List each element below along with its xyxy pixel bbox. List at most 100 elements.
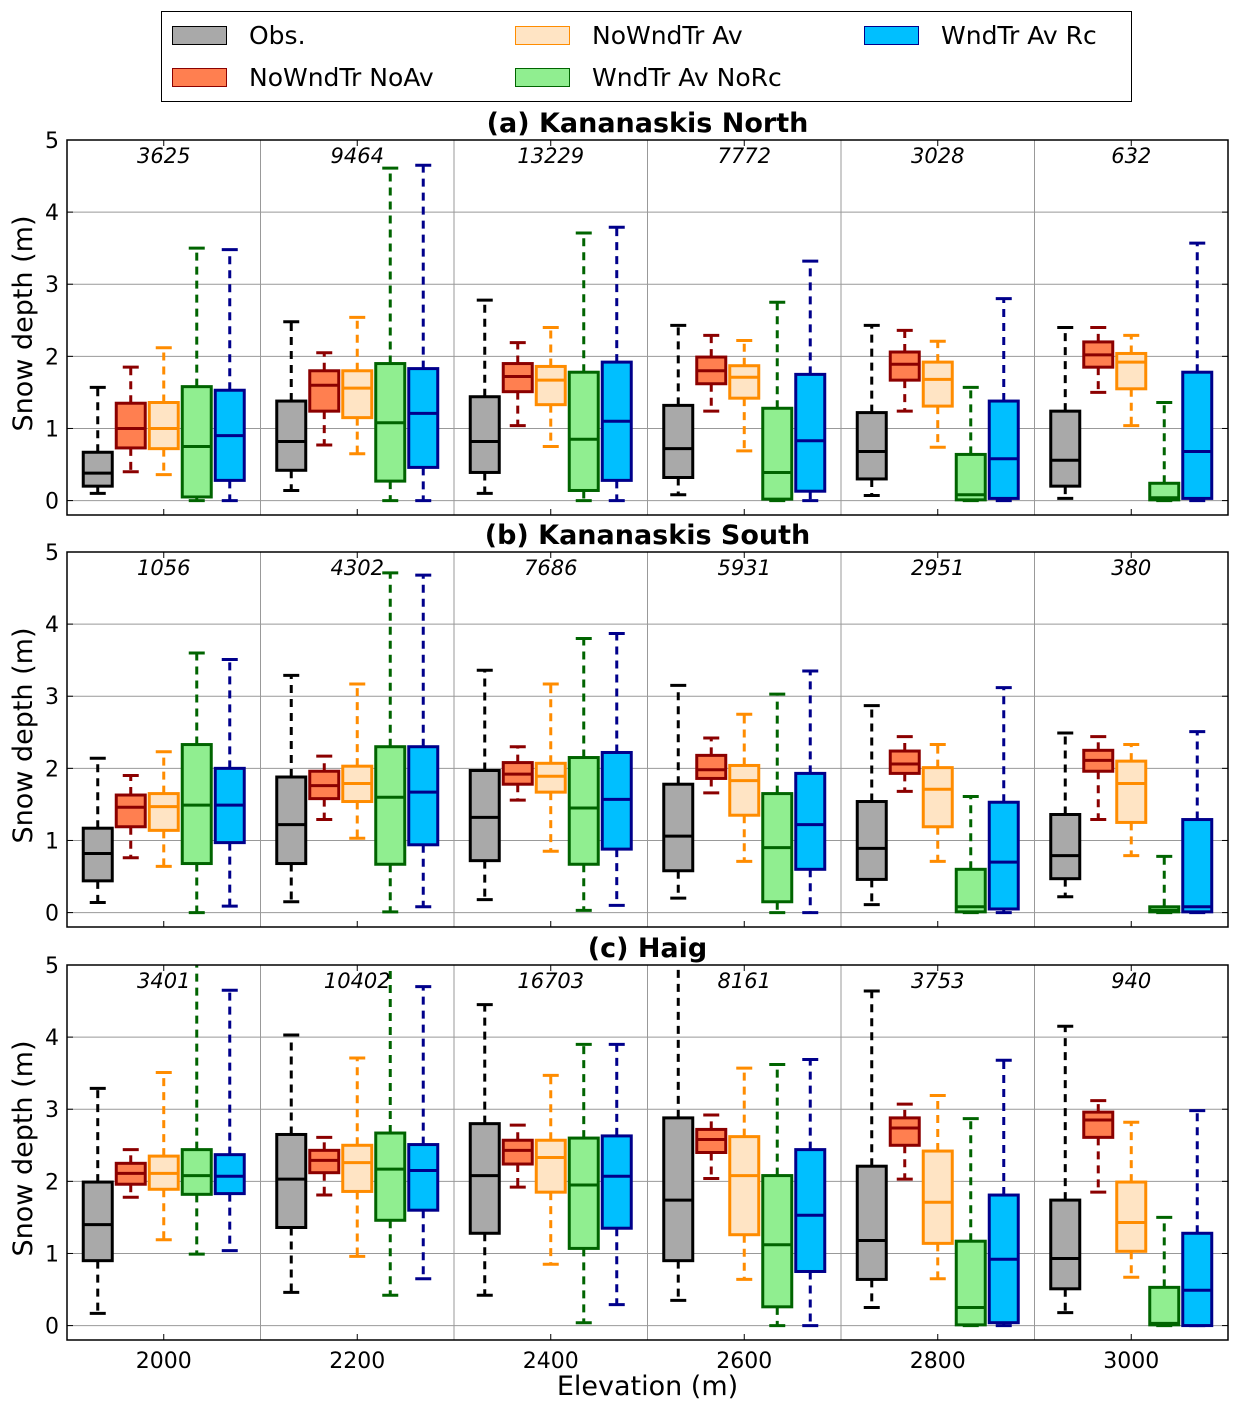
box [761, 406, 794, 501]
box [341, 1143, 374, 1193]
sample-count-label: 5931 [718, 556, 771, 580]
box [1181, 370, 1214, 500]
box [888, 749, 921, 775]
y-tick-label: 3 [45, 685, 59, 710]
box [761, 1174, 794, 1309]
legend-item-nowndtr-av: NoWndTr Av [515, 21, 743, 50]
legend-swatch-wndtr-av-rc [864, 26, 919, 45]
box [1049, 409, 1082, 488]
box [468, 769, 501, 863]
box [662, 403, 695, 479]
box [275, 399, 308, 472]
boxes-group [81, 163, 1214, 503]
sample-count-label: 4302 [331, 556, 384, 580]
legend-item-wndtr-av-norc: WndTr Av NoRc [515, 63, 782, 92]
y-tick-label: 4 [45, 1026, 59, 1051]
box [888, 350, 921, 382]
box [1082, 1110, 1115, 1139]
y-tick-label: 3 [45, 1098, 59, 1123]
legend-swatch-wndtr-av-norc [515, 68, 570, 87]
box [114, 793, 147, 829]
sample-count-label: 7772 [718, 144, 771, 168]
axes-frame [66, 964, 1229, 1341]
box [1049, 813, 1082, 881]
y-tick-label: 0 [45, 1315, 59, 1340]
box [81, 450, 114, 488]
box [728, 1135, 761, 1237]
legend-item-nowndtr-noav: NoWndTr NoAv [172, 63, 434, 92]
box [341, 369, 374, 420]
y-tick-label: 0 [45, 490, 59, 515]
y-tick-label: 2 [45, 345, 59, 370]
legend-item-wndtr-av-rc: WndTr Av Rc [864, 21, 1097, 50]
box [954, 867, 987, 914]
box [1148, 481, 1181, 502]
legend-label-nowndtr-noav: NoWndTr NoAv [249, 63, 434, 92]
x-tick-label: 2200 [329, 1349, 385, 1374]
legend-swatch-obs [172, 26, 227, 45]
panel-title: (b) Kananaskis South [485, 520, 811, 551]
sample-count-label: 9464 [331, 144, 384, 168]
box [374, 745, 407, 866]
box [954, 1239, 987, 1327]
box [308, 369, 341, 413]
box [374, 1131, 407, 1222]
y-tick-label: 1 [45, 1242, 59, 1267]
legend-item-obs: Obs. [172, 21, 306, 50]
sample-count-label: 1056 [137, 556, 190, 580]
sample-count-label: 632 [1111, 144, 1151, 168]
box [1181, 818, 1214, 914]
legend-label-obs: Obs. [249, 21, 306, 50]
y-tick-label: 5 [45, 954, 59, 979]
box [407, 745, 440, 847]
sample-count-label: 7686 [524, 556, 577, 580]
box [147, 401, 180, 451]
box [1148, 1285, 1181, 1327]
box [180, 385, 213, 499]
x-tick-label: 2800 [910, 1349, 966, 1374]
box [987, 800, 1020, 911]
box [600, 1134, 633, 1230]
box [147, 792, 180, 832]
legend: Obs. NoWndTr Av WndTr Av Rc NoWndTr NoAv… [161, 11, 1132, 102]
y-tick-label: 1 [45, 829, 59, 854]
box [728, 763, 761, 817]
box [662, 1116, 695, 1263]
box [794, 771, 827, 871]
box [855, 800, 888, 881]
box [407, 1143, 440, 1212]
panel-1: 0 1 2 3 4 5 Snow depth (m) (a) Kananaskis North… [8, 108, 1229, 516]
box [534, 1138, 567, 1194]
y-axis-label: Snow depth (m) [8, 1041, 39, 1257]
y-tick-label: 4 [45, 613, 59, 638]
box [534, 364, 567, 407]
sample-count-label: 940 [1111, 969, 1151, 993]
box [501, 1138, 534, 1166]
box [81, 1180, 114, 1263]
box [567, 370, 600, 492]
box [695, 753, 728, 780]
axes-frame [66, 551, 1229, 928]
y-tick-label: 2 [45, 1170, 59, 1195]
sample-count-label: 16703 [517, 969, 584, 993]
box [1049, 1198, 1082, 1291]
box [728, 364, 761, 400]
boxes-group [81, 571, 1214, 915]
sample-count-label: 2951 [911, 556, 964, 580]
x-axis-label: Elevation (m) [557, 1371, 738, 1402]
y-axis-label: Snow depth (m) [8, 628, 39, 844]
panel-title: (c) Haig [588, 933, 707, 964]
box [468, 1122, 501, 1235]
x-tick-label: 2000 [136, 1349, 192, 1374]
y-axis-label: Snow depth (m) [8, 216, 39, 432]
box [921, 360, 954, 408]
sample-count-label: 3625 [137, 144, 190, 168]
sample-count-label: 10402 [324, 969, 391, 993]
box [180, 1148, 213, 1196]
sample-count-label: 8161 [718, 969, 771, 993]
panel-title: (a) Kananaskis North [487, 108, 809, 139]
panel-3: 0 1 2 3 4 5 Snow depth (m) (c) Haig 3401 10402 167… [8, 933, 1229, 1402]
sample-count-label: 380 [1111, 556, 1151, 580]
box [407, 367, 440, 469]
